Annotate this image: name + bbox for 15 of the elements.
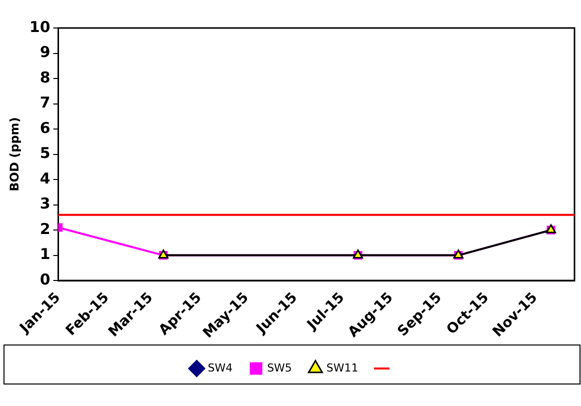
y-tick-label: 7	[40, 94, 50, 112]
y-tick-label: 3	[40, 194, 50, 213]
legend-label: SW5	[267, 361, 292, 374]
y-tick-label: 4	[40, 169, 50, 188]
y-axis-title: BOD (ppm)	[7, 117, 22, 192]
y-tick-label: 0	[40, 270, 50, 288]
y-tick-label: 8	[40, 68, 50, 86]
y-tick-label: 5	[40, 144, 50, 162]
legend-label: SW4	[208, 361, 233, 374]
y-tick-label: 10	[29, 18, 50, 36]
legend-label: SW11	[326, 361, 358, 374]
y-tick-label: 1	[40, 245, 50, 264]
y-tick-label: 6	[40, 118, 50, 137]
y-tick-label: 2	[40, 220, 50, 238]
y-tick-label: 9	[40, 43, 50, 62]
